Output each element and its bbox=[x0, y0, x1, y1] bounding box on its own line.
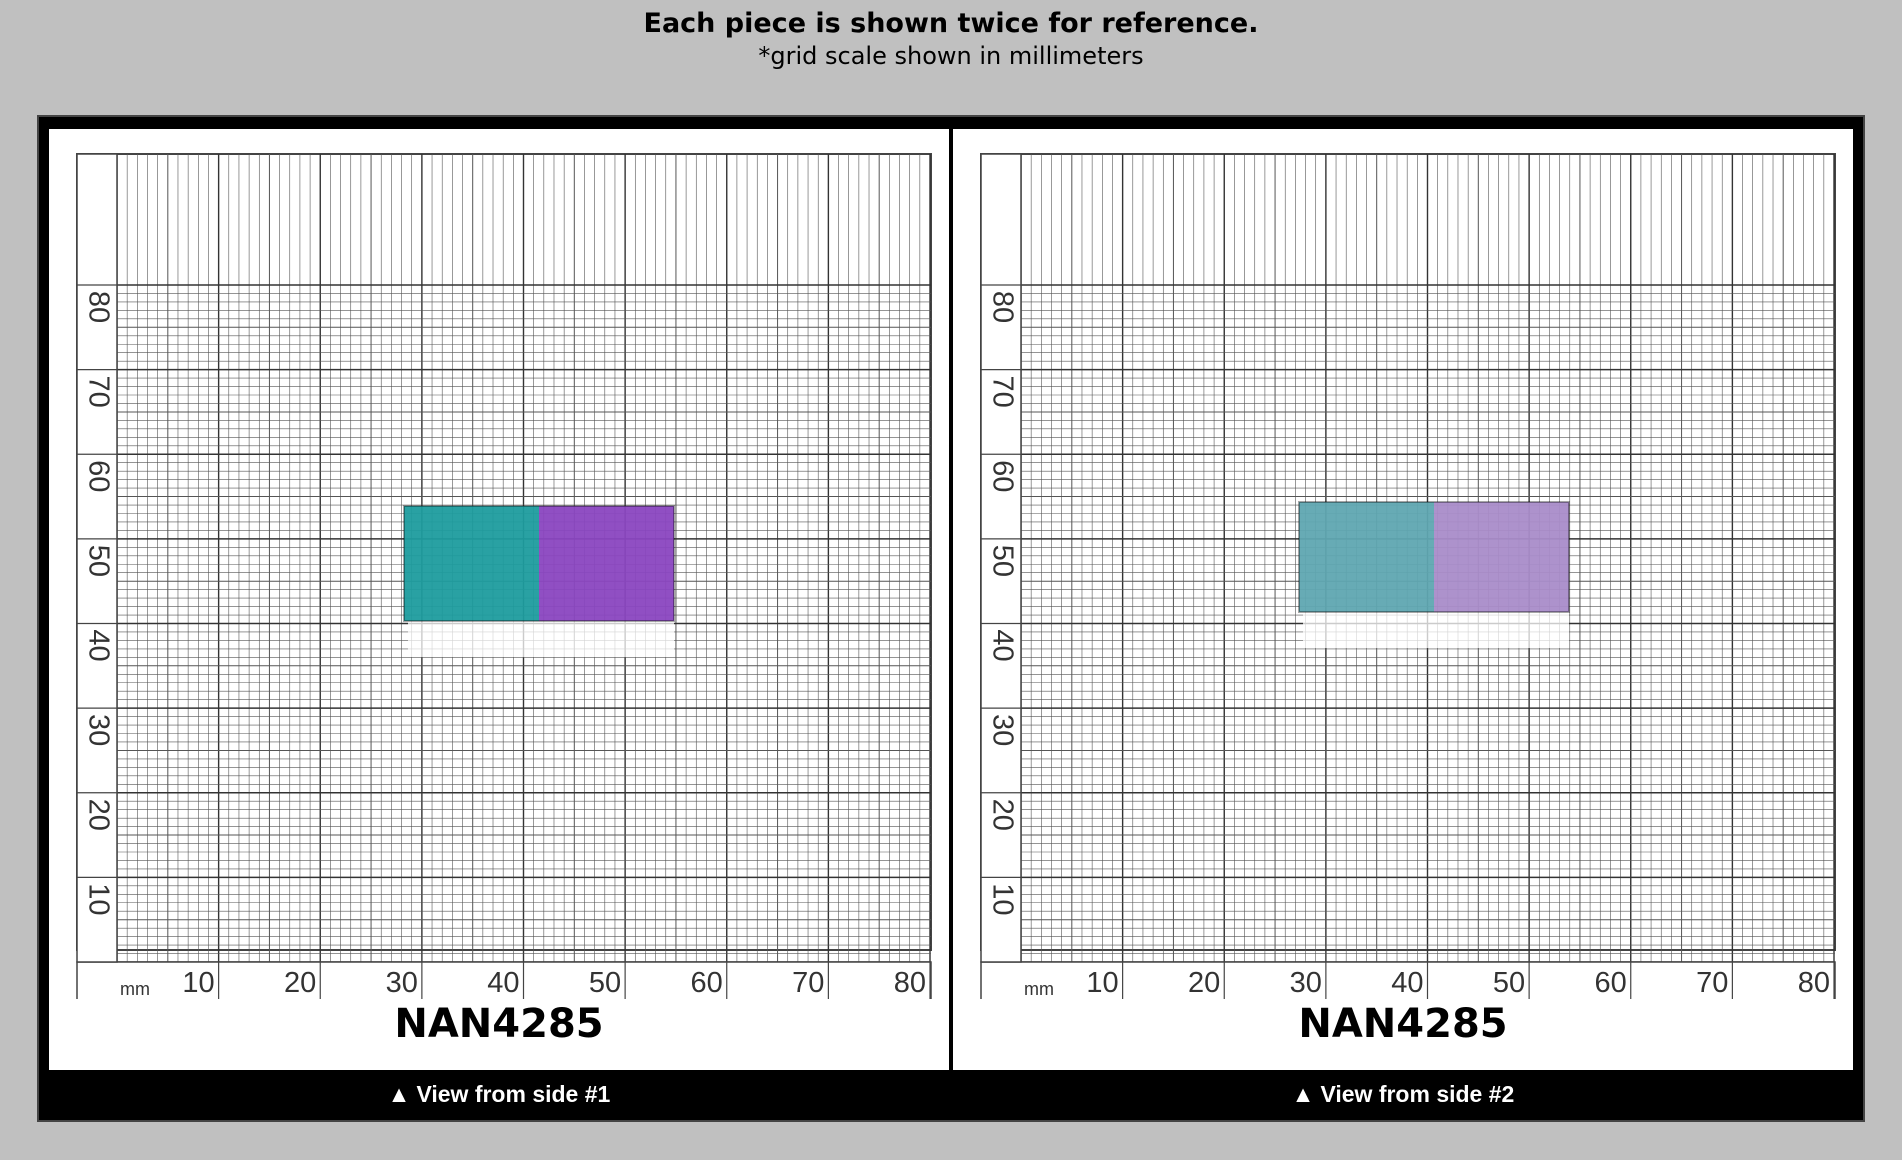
up-arrow-icon: ▲ bbox=[1291, 1081, 1315, 1107]
y-tick-label: 30 bbox=[986, 714, 1018, 746]
unit-label: mm bbox=[1024, 979, 1054, 999]
x-tick-label: 60 bbox=[690, 967, 722, 999]
y-tick-label: 20 bbox=[82, 799, 114, 831]
caption-text-side-1: View from side #1 bbox=[416, 1081, 611, 1107]
y-tick-label: 10 bbox=[986, 883, 1018, 915]
x-tick-label: 10 bbox=[182, 967, 214, 999]
x-tick-label: 80 bbox=[894, 967, 926, 999]
y-tick-label: 80 bbox=[986, 291, 1018, 323]
y-tick-label: 50 bbox=[82, 545, 114, 577]
x-tick-label: 50 bbox=[589, 967, 621, 999]
y-tick-label: 40 bbox=[82, 629, 114, 661]
x-tick-label: 80 bbox=[1798, 967, 1830, 999]
panel-side-2: 10 20 30 40 50 60 70 80 mm 10 20 30 40 50 60 70 80 NAN42… bbox=[953, 129, 1853, 1070]
y-tick-label: 70 bbox=[986, 375, 1018, 407]
x-tick-label: 40 bbox=[1391, 967, 1423, 999]
x-tick-label: 10 bbox=[1086, 967, 1118, 999]
unit-label: mm bbox=[120, 979, 150, 999]
y-tick-label: 30 bbox=[82, 714, 114, 746]
page-title: Each piece is shown twice for reference. bbox=[643, 8, 1259, 39]
x-tick-label: 70 bbox=[792, 967, 824, 999]
up-arrow-icon: ▲ bbox=[387, 1081, 411, 1107]
y-tick-label: 80 bbox=[82, 291, 114, 323]
y-tick-label: 60 bbox=[82, 460, 114, 492]
specimen-piece bbox=[1298, 501, 1570, 613]
x-tick-label: 20 bbox=[1188, 967, 1220, 999]
caption-side-2: ▲ View from side #2 bbox=[953, 1072, 1853, 1116]
photo-frame: 10 20 30 40 50 60 70 80 mm 10 20 30 40 50 60 70 80 NAN42… bbox=[37, 115, 1865, 1122]
x-tick-label: 40 bbox=[487, 967, 519, 999]
y-tick-label: 60 bbox=[986, 460, 1018, 492]
product-code-side-2: NAN4285 bbox=[1298, 1001, 1508, 1047]
x-tick-label: 30 bbox=[386, 967, 418, 999]
specimen-piece bbox=[403, 505, 675, 622]
x-tick-label: 60 bbox=[1594, 967, 1626, 999]
y-tick-label: 50 bbox=[986, 545, 1018, 577]
panel-side-1: 10 20 30 40 50 60 70 80 mm 10 20 30 40 50 60 70 80 NAN42… bbox=[49, 129, 949, 1070]
y-tick-label: 20 bbox=[986, 799, 1018, 831]
caption-text-side-2: View from side #2 bbox=[1320, 1081, 1515, 1107]
x-tick-label: 20 bbox=[284, 967, 316, 999]
page-subtitle: *grid scale shown in millimeters bbox=[758, 42, 1144, 70]
grid-paper-side-2: 10 20 30 40 50 60 70 80 mm 10 20 30 40 50 60 70 80 bbox=[980, 153, 1836, 999]
y-tick-label: 70 bbox=[82, 375, 114, 407]
product-code-side-1: NAN4285 bbox=[394, 1001, 604, 1047]
x-tick-label: 50 bbox=[1493, 967, 1525, 999]
x-tick-label: 30 bbox=[1290, 967, 1322, 999]
grid-paper-side-1: 10 20 30 40 50 60 70 80 mm 10 20 30 40 50 60 70 80 bbox=[76, 153, 932, 999]
y-tick-label: 10 bbox=[82, 883, 114, 915]
x-tick-label: 70 bbox=[1696, 967, 1728, 999]
y-tick-label: 40 bbox=[986, 629, 1018, 661]
caption-side-1: ▲ View from side #1 bbox=[49, 1072, 949, 1116]
